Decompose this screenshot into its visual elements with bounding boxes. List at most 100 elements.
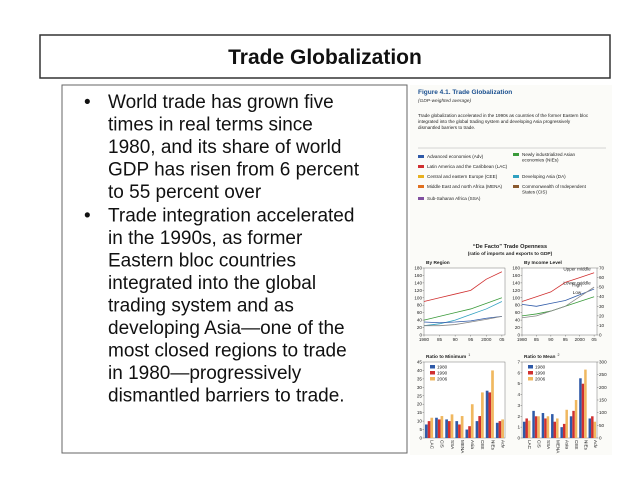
figure-title: Figure 4.1. Trade Globalization bbox=[418, 89, 512, 96]
bar bbox=[522, 421, 526, 438]
y-tick-label: 60 bbox=[515, 310, 521, 315]
panel-title: Ratio to Mean bbox=[524, 354, 556, 360]
y-tick-label: 0 bbox=[517, 436, 520, 441]
legend-label: 2006 bbox=[535, 377, 546, 382]
x-tick-label: LAC bbox=[430, 440, 435, 450]
legend-label: Sub-Saharan Africa (SSA) bbox=[427, 196, 481, 201]
bar bbox=[534, 416, 538, 438]
legend-label: Middle East and north Africa (MENA) bbox=[427, 184, 503, 189]
bar bbox=[470, 404, 474, 438]
legend-swatch bbox=[528, 371, 533, 375]
text-box bbox=[61, 84, 408, 454]
y-tick-label: 100 bbox=[512, 295, 520, 300]
bar bbox=[478, 416, 482, 438]
legend-swatch bbox=[513, 153, 519, 156]
bar bbox=[427, 421, 431, 438]
x-tick-label: 85 bbox=[534, 337, 540, 342]
y-tick-label: 4 bbox=[517, 392, 520, 397]
y-tick-label: 40 bbox=[417, 368, 423, 373]
x-tick-label: Asia bbox=[565, 440, 570, 449]
bullet-dot: • bbox=[84, 92, 91, 113]
series-line bbox=[423, 315, 502, 324]
bullet-line: most closed regions to trade bbox=[108, 341, 347, 362]
bar bbox=[541, 413, 545, 438]
y2-tick-label: 300 bbox=[599, 360, 607, 365]
caption-line: Trade globalization accelerated in the 1… bbox=[418, 113, 589, 118]
bar bbox=[440, 416, 444, 438]
bar bbox=[588, 418, 592, 438]
bar bbox=[498, 421, 502, 438]
y-tick-label: 160 bbox=[414, 273, 422, 278]
bar bbox=[458, 424, 461, 438]
bar bbox=[581, 383, 585, 438]
section-title: “De Facto” Trade Openness bbox=[473, 244, 547, 250]
y-tick-label: 10 bbox=[417, 419, 423, 424]
bar bbox=[488, 392, 492, 438]
bar bbox=[579, 378, 582, 438]
y-tick-label: 3 bbox=[517, 403, 520, 408]
bar bbox=[551, 414, 554, 438]
bullet-line: integrated into the global bbox=[108, 273, 316, 294]
y2-tick-label: 100 bbox=[599, 410, 607, 415]
y-tick-label: 80 bbox=[515, 303, 521, 308]
bar bbox=[430, 417, 434, 438]
y-tick-label: 180 bbox=[414, 266, 422, 271]
y-tick-label: 120 bbox=[512, 288, 520, 293]
legend-swatch bbox=[418, 155, 424, 158]
figure-subtitle: (GDP-weighted average) bbox=[418, 98, 471, 104]
slide-title: Trade Globalization bbox=[228, 46, 422, 69]
bar bbox=[435, 417, 438, 438]
bar bbox=[481, 392, 484, 438]
y-tick-label: 20 bbox=[515, 325, 521, 330]
y-tick-label: 1 bbox=[517, 425, 520, 430]
bullet-line: Eastern bloc countries bbox=[108, 251, 296, 272]
y-tick-label: 2 bbox=[517, 414, 520, 419]
legend-swatch bbox=[418, 175, 424, 178]
y-tick-label: 140 bbox=[512, 280, 520, 285]
bullet-line: World trade has grown five bbox=[108, 92, 334, 113]
bar bbox=[593, 421, 597, 438]
series-line bbox=[424, 315, 502, 327]
bar bbox=[495, 422, 499, 438]
y-tick-label: 60 bbox=[417, 310, 423, 315]
legend-label: Latin America and the Caribbean (LAC) bbox=[427, 164, 508, 169]
legend-label: 1990 bbox=[437, 371, 448, 376]
bullet-line: times in real terms since bbox=[108, 115, 313, 136]
bar bbox=[468, 426, 471, 438]
x-tick-label: 1980 bbox=[517, 337, 528, 342]
y2-tick-label: 10 bbox=[599, 323, 605, 328]
bar bbox=[450, 414, 454, 438]
y-tick-label: 140 bbox=[414, 280, 422, 285]
y-tick-label: 25 bbox=[417, 393, 423, 398]
y-tick-label: 80 bbox=[417, 303, 423, 308]
bullet-dot: • bbox=[84, 206, 91, 227]
x-tick-label: CIS bbox=[537, 440, 542, 448]
y-tick-label: 5 bbox=[517, 381, 520, 386]
series-line bbox=[423, 301, 503, 327]
x-tick-label: 05 bbox=[592, 337, 598, 342]
series-line bbox=[521, 288, 595, 307]
series-label: Lower middle bbox=[563, 281, 591, 286]
bar bbox=[447, 421, 451, 438]
legend-label: 2006 bbox=[437, 377, 448, 382]
x-tick-label: SSA bbox=[546, 440, 551, 450]
bar bbox=[532, 410, 535, 438]
legend-swatch bbox=[418, 197, 424, 200]
legend-swatch bbox=[430, 365, 435, 369]
legend-swatch bbox=[430, 371, 435, 375]
title-box bbox=[39, 34, 611, 79]
legend-label: Commonwealth of Independent bbox=[522, 184, 587, 189]
bar bbox=[460, 416, 464, 438]
y-tick-label: 0 bbox=[517, 333, 520, 338]
y-tick-label: 6 bbox=[517, 370, 520, 375]
series-line bbox=[423, 271, 503, 302]
bar bbox=[546, 416, 550, 438]
series-line bbox=[521, 272, 595, 302]
caption-line: dismantled barriers to trade. bbox=[418, 125, 475, 130]
bar bbox=[537, 416, 540, 438]
y-tick-label: 160 bbox=[512, 273, 520, 278]
y2-tick-label: 50 bbox=[599, 423, 605, 428]
bar bbox=[556, 418, 559, 438]
panel-note: 2 bbox=[557, 353, 559, 357]
